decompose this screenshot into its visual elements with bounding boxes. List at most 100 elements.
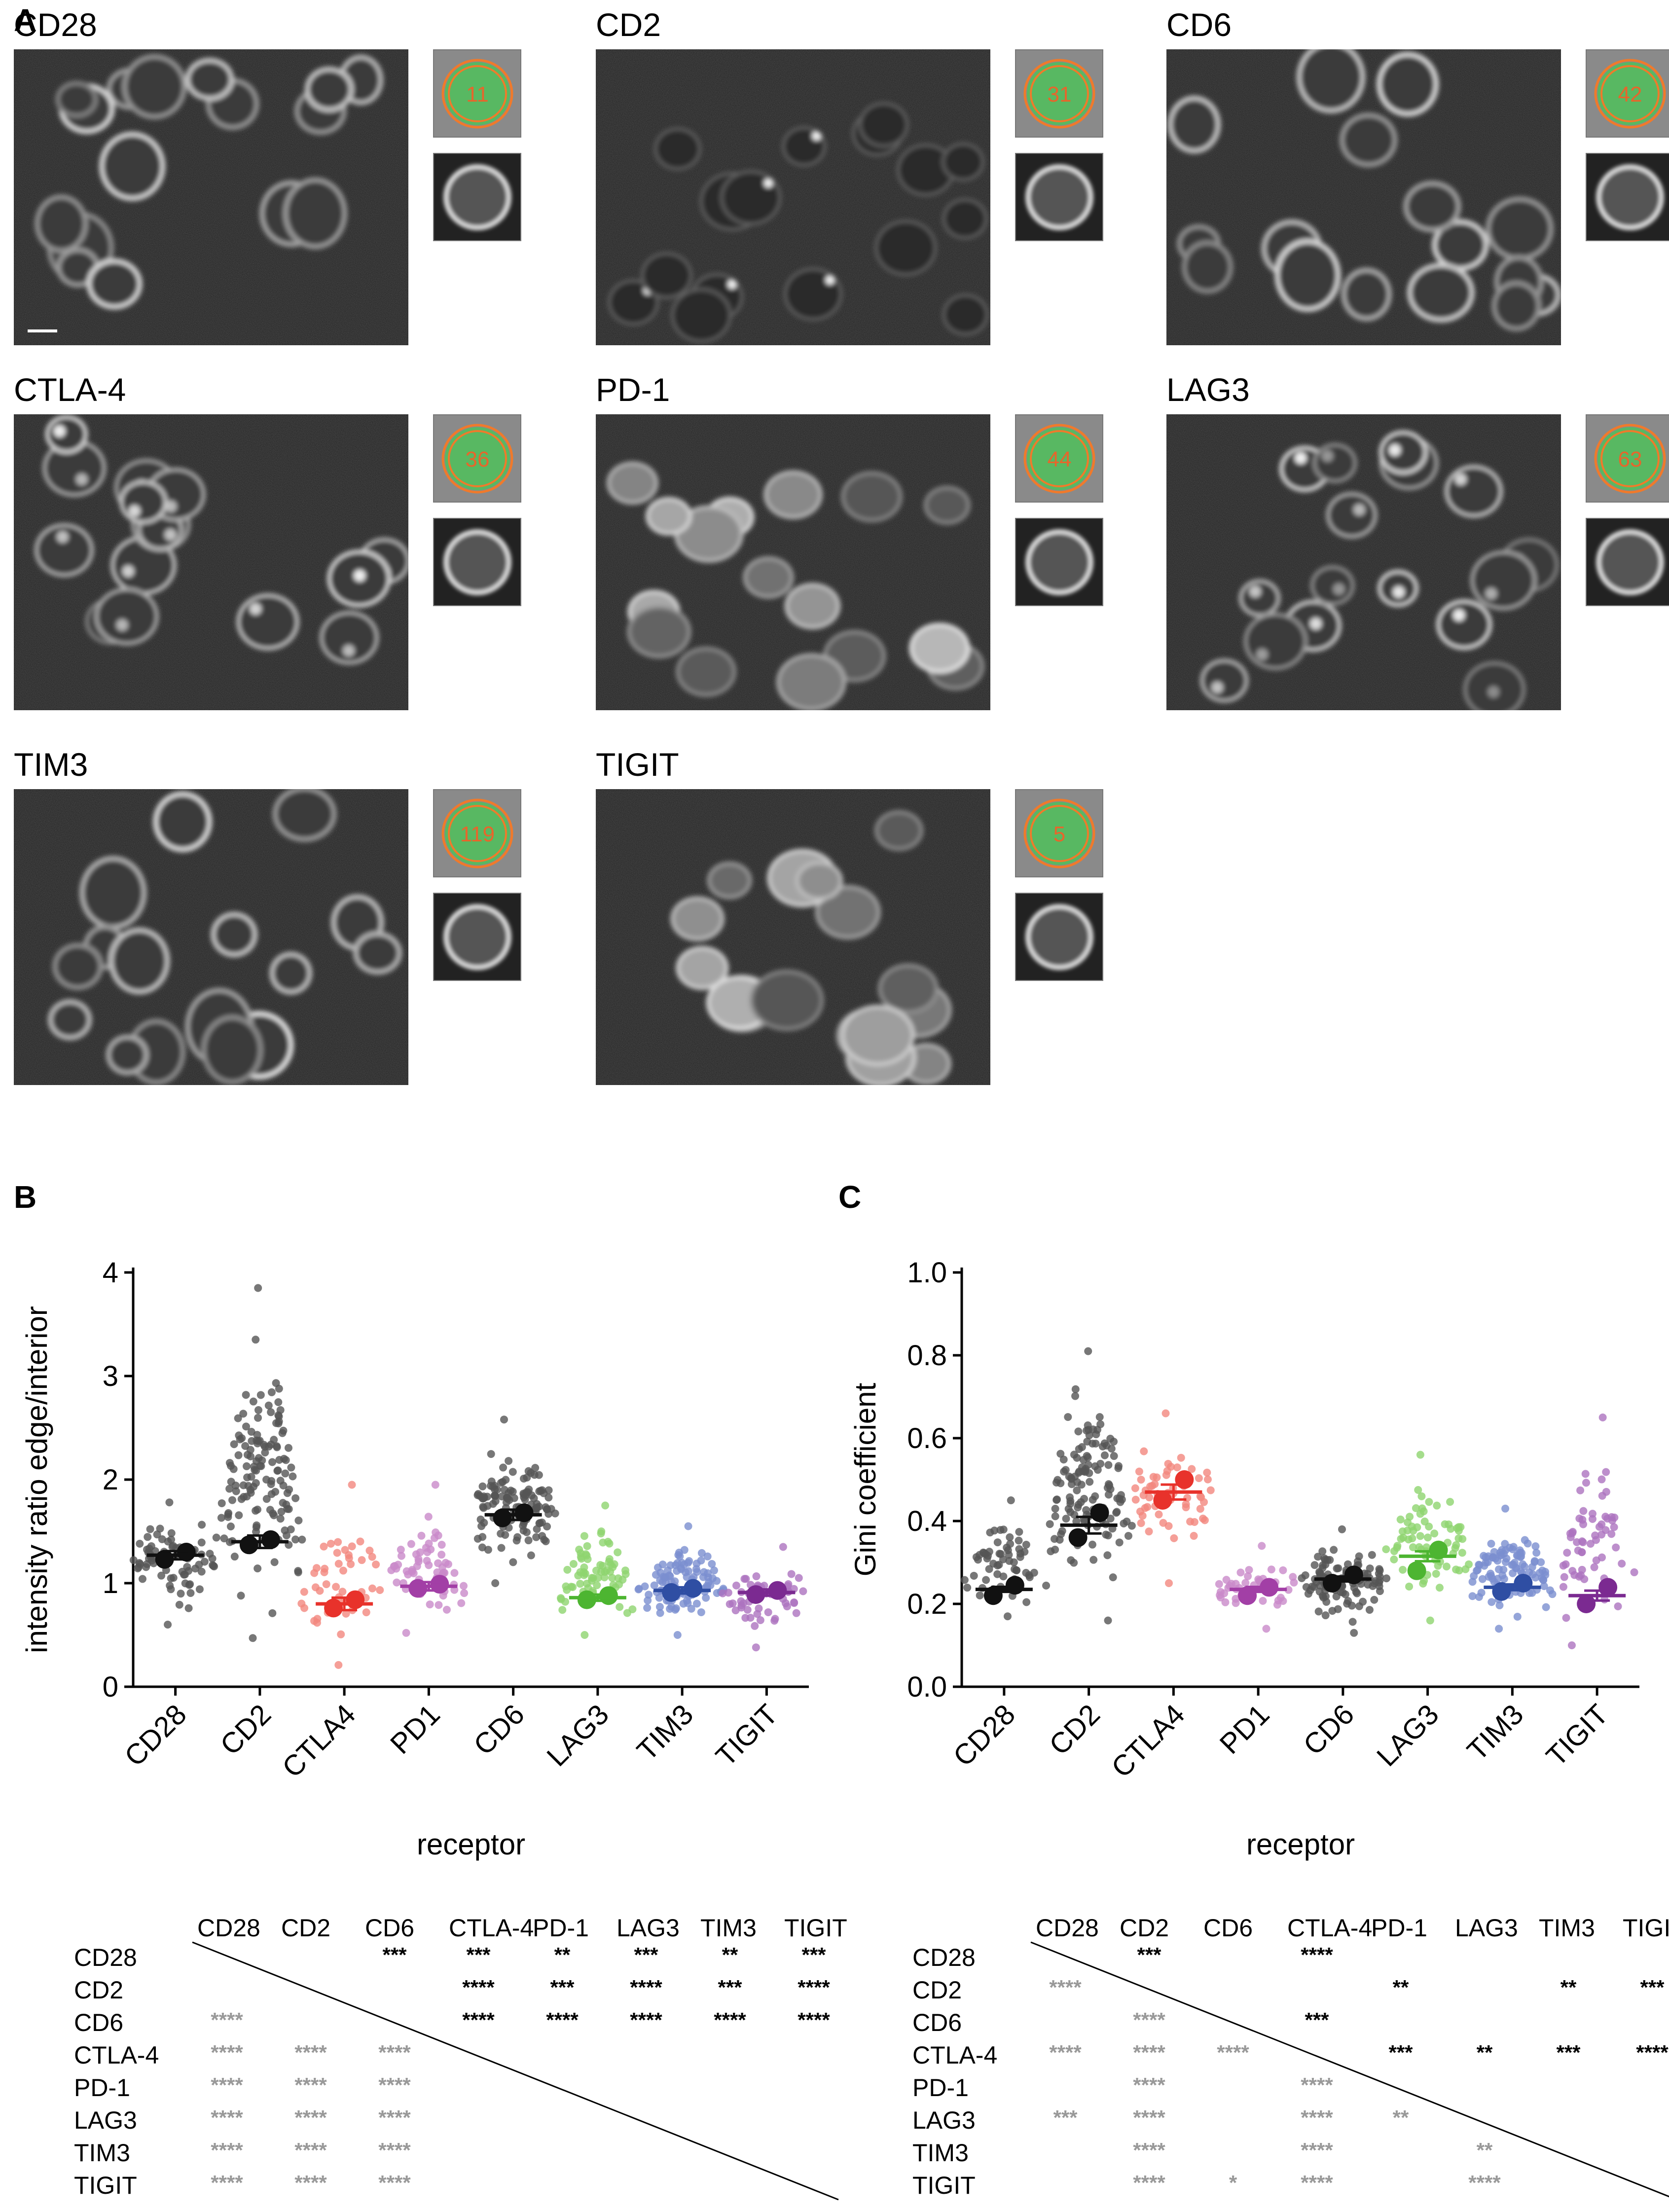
chart-b-point — [334, 1538, 342, 1546]
chart-c-point — [1590, 1563, 1598, 1571]
chart-b-point — [134, 1564, 142, 1572]
chart-c-point — [1442, 1562, 1451, 1571]
chart-b-point — [283, 1489, 291, 1497]
chart-c-point — [976, 1591, 984, 1599]
chart-b-point — [576, 1580, 584, 1588]
chart-c-point — [1499, 1565, 1508, 1574]
chart-b-point — [505, 1457, 513, 1465]
sig-table-b-cell: *** — [801, 1943, 826, 1966]
chart-c-point — [1509, 1569, 1517, 1577]
chart-c-point — [1458, 1549, 1466, 1557]
chart-c-point — [1559, 1561, 1567, 1570]
chart-c-point — [1078, 1443, 1086, 1451]
chart-b-replicate-mean — [514, 1503, 534, 1523]
roi-overlay-thumbnail-pd-1: 44 — [1015, 414, 1103, 503]
micrograph-label-cd2: CD2 — [596, 6, 661, 43]
chart-b-point — [684, 1567, 692, 1575]
chart-b-point — [732, 1581, 740, 1590]
chart-c-point — [1071, 1392, 1080, 1400]
chart-b-point — [487, 1477, 496, 1486]
chart-c-replicate-mean — [1407, 1561, 1426, 1580]
chart-b-point — [300, 1588, 308, 1596]
chart-c-point — [1215, 1580, 1223, 1588]
chart-c-point — [1104, 1461, 1113, 1469]
sig-table-b-col-header-cd2: CD2 — [281, 1914, 331, 1942]
chart-b-point — [242, 1391, 250, 1399]
chart-c-point — [1093, 1466, 1102, 1474]
chart-b-point — [755, 1604, 763, 1613]
chart-b-point — [530, 1471, 539, 1479]
chart-b-point — [643, 1604, 652, 1612]
chart-c-point — [1618, 1559, 1626, 1568]
chart-c-point — [1310, 1561, 1319, 1569]
chart-c-point — [1399, 1565, 1407, 1574]
chart-b-point — [334, 1661, 343, 1669]
sig-table-b-cell: **** — [211, 2139, 243, 2162]
chart-b-point — [589, 1574, 597, 1582]
chart-b-point — [524, 1536, 533, 1545]
chart-c-point — [1610, 1513, 1619, 1522]
chart-c-point — [1495, 1601, 1504, 1609]
chart-c-point — [1162, 1471, 1170, 1479]
chart-c-point — [1137, 1519, 1145, 1527]
sig-table-b-cell: *** — [550, 1976, 575, 1999]
chart-b-xtick-label-cd2: CD2 — [214, 1698, 277, 1761]
chart-b-point — [422, 1544, 430, 1552]
sig-table-b-cell: **** — [211, 2008, 243, 2031]
chart-b-xtick-label-tigit: TIGIT — [710, 1698, 784, 1773]
chart-c-point — [1273, 1600, 1281, 1609]
chart-b-points-lag3 — [557, 1501, 637, 1639]
chart-b-point — [175, 1600, 183, 1609]
chart-b-point — [760, 1582, 768, 1590]
chart-c-points-pd1 — [1215, 1542, 1298, 1633]
chart-c-point — [1454, 1526, 1463, 1535]
chart-b-point — [252, 1336, 260, 1344]
chart-b-point — [487, 1450, 495, 1458]
chart-b-point — [414, 1555, 423, 1563]
chart-b-point — [200, 1558, 209, 1566]
chart-c-point — [1203, 1475, 1212, 1484]
chart-b-ytick-label: 0 — [103, 1671, 118, 1703]
chart-c-point — [1167, 1462, 1175, 1471]
sig-table-c-cell: *** — [1305, 2008, 1329, 2031]
sig-table-c-row-header-ctla-4: CTLA-4 — [912, 2041, 998, 2069]
chart-b-point — [480, 1519, 488, 1527]
chart-c-point — [1073, 1486, 1081, 1494]
chart-b-point — [298, 1535, 306, 1544]
chart-b-point — [402, 1629, 410, 1637]
chart-c-point — [1190, 1532, 1198, 1540]
chart-b-point — [697, 1608, 705, 1616]
sig-table-b-cell: **** — [546, 2008, 579, 2031]
chart-b-ytick-label: 4 — [103, 1257, 118, 1289]
roi-overlay-thumbnail-tigit: 5 — [1015, 789, 1103, 877]
sig-table-c-cell: **** — [1217, 2041, 1249, 2064]
chart-b-point — [500, 1486, 508, 1494]
chart-c-point — [1359, 1597, 1367, 1606]
chart-c-point — [1514, 1551, 1522, 1559]
chart-c-point — [1501, 1504, 1510, 1513]
chart-b-point — [799, 1587, 807, 1596]
chart-c-point — [1066, 1497, 1075, 1505]
chart-c-point — [1196, 1505, 1204, 1513]
chart-c-point — [1382, 1574, 1391, 1583]
chart-b-point — [713, 1589, 721, 1597]
sig-table-b-cell: *** — [718, 1976, 742, 1999]
chart-b-point — [178, 1567, 186, 1576]
sig-table-c-row-header-tim3: TIM3 — [912, 2139, 969, 2167]
chart-c-point — [1420, 1577, 1428, 1585]
sig-table-c-cell: *** — [1556, 2041, 1581, 2064]
sig-table-c-cell: *** — [1137, 1943, 1161, 1966]
sig-table-b-cell: **** — [294, 2139, 327, 2162]
chart-b-point — [503, 1493, 511, 1502]
chart-c-point — [1022, 1569, 1030, 1577]
chart-c-point — [1364, 1580, 1372, 1589]
chart-b-point — [337, 1630, 345, 1638]
chart-c-point — [1084, 1347, 1092, 1355]
chart-b-point — [685, 1557, 693, 1565]
chart-c-point — [1509, 1560, 1518, 1569]
chart-b-point — [593, 1581, 601, 1590]
chart-b-point — [479, 1503, 487, 1511]
chart-c-point — [1576, 1486, 1585, 1494]
chart-b-point — [256, 1391, 265, 1399]
chart-b-point — [751, 1622, 759, 1630]
